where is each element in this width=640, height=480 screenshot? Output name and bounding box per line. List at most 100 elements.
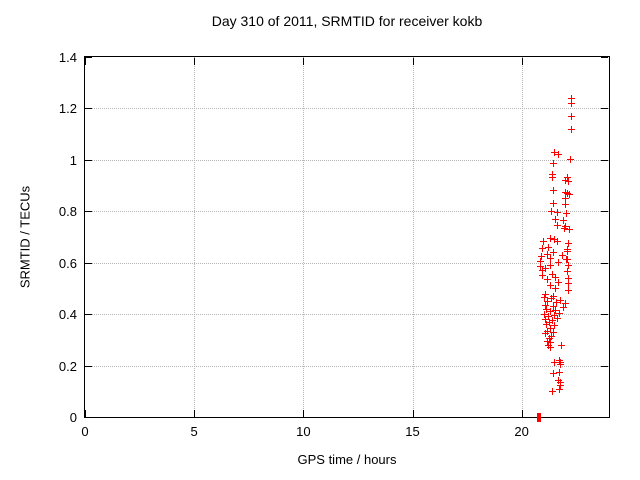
data-point-marker — [559, 304, 567, 312]
data-point-marker — [567, 112, 575, 120]
y-tick-mark — [85, 417, 92, 418]
x-tick-mark — [521, 58, 523, 65]
data-point-marker — [557, 381, 565, 389]
data-point-marker — [550, 322, 558, 330]
data-point-marker — [561, 194, 569, 202]
data-point-marker — [538, 244, 546, 252]
x-tick-label: 0 — [81, 424, 89, 439]
data-point-marker — [537, 258, 545, 266]
x-tick-mark — [521, 410, 523, 417]
data-point-marker — [549, 199, 557, 207]
y-tick-mark — [601, 314, 608, 316]
data-point-marker — [549, 174, 557, 182]
data-point-marker — [565, 240, 573, 248]
data-point-marker — [556, 309, 564, 317]
v-gridline — [194, 57, 196, 417]
data-point-marker — [565, 287, 573, 295]
data-point-marker — [561, 224, 569, 232]
data-point-marker — [549, 170, 557, 178]
h-gridline — [85, 365, 609, 367]
data-point-marker — [567, 156, 575, 164]
data-point-marker — [547, 343, 555, 351]
data-point-marker — [542, 301, 550, 309]
data-point-marker — [543, 276, 551, 284]
y-tick-label: 0.4 — [58, 307, 77, 323]
data-point-marker — [564, 248, 572, 256]
data-point-marker — [555, 385, 563, 393]
data-point-marker — [564, 262, 572, 270]
data-point-marker — [538, 267, 546, 275]
h-gridline — [85, 108, 609, 110]
data-point-marker — [567, 125, 575, 133]
data-point-marker — [561, 300, 569, 308]
data-point-marker — [541, 294, 549, 302]
data-point-marker — [557, 296, 565, 304]
data-point-marker — [540, 237, 548, 245]
data-point-marker — [558, 252, 566, 259]
y-tick-label: 1.4 — [58, 50, 77, 65]
data-point-marker — [564, 268, 572, 276]
y-tick-mark — [601, 57, 608, 58]
data-point-marker — [553, 238, 561, 246]
v-gridline — [412, 57, 414, 417]
data-point-marker — [553, 298, 561, 306]
data-point-marker — [550, 303, 558, 311]
data-point-marker — [564, 274, 572, 282]
data-point-marker — [552, 307, 560, 315]
data-point-marker — [562, 210, 570, 218]
data-point-marker — [544, 297, 552, 305]
data-point-marker — [568, 94, 576, 102]
h-gridline — [85, 159, 609, 161]
data-point-marker — [545, 243, 553, 251]
y-tick-label: 0.2 — [58, 358, 77, 374]
x-tick-mark — [85, 58, 86, 65]
y-tick-mark — [85, 159, 92, 161]
h-gridline — [85, 211, 609, 213]
data-point-marker — [546, 234, 554, 242]
data-point-marker — [550, 248, 558, 256]
x-tick-label: 20 — [514, 424, 529, 439]
data-point-marker — [555, 278, 563, 286]
data-point-marker — [539, 272, 547, 280]
data-point-marker — [562, 256, 570, 264]
data-point-marker — [547, 295, 555, 303]
y-tick-mark — [85, 262, 92, 264]
data-point-marker — [549, 187, 557, 195]
y-tick-label: 1.2 — [58, 101, 77, 117]
data-point-marker — [552, 215, 560, 223]
data-point-marker — [543, 321, 551, 329]
x-tick-label: 10 — [296, 424, 311, 439]
data-point-marker — [560, 217, 568, 225]
y-tick-label: 0.8 — [58, 204, 77, 220]
data-point-marker — [564, 280, 572, 288]
data-point-marker — [568, 99, 576, 107]
data-point-marker — [551, 358, 559, 366]
data-point-marker — [550, 328, 558, 336]
x-tick-label: 15 — [405, 424, 420, 439]
plot-area — [84, 56, 610, 418]
data-point-marker — [543, 250, 551, 258]
x-tick-mark — [194, 410, 196, 417]
x-tick-mark — [412, 58, 414, 65]
data-point-marker — [555, 258, 563, 266]
data-point-marker — [550, 370, 558, 378]
y-tick-mark — [601, 417, 608, 418]
x-tick-label: 5 — [190, 424, 198, 439]
y-tick-mark — [85, 57, 92, 58]
zero-line-marker — [537, 413, 542, 422]
y-tick-mark — [601, 159, 608, 161]
x-tick-mark — [194, 58, 196, 65]
h-gridline — [85, 262, 609, 264]
y-tick-mark — [85, 365, 92, 367]
data-point-marker — [546, 308, 554, 316]
data-point-marker — [541, 290, 549, 298]
x-tick-mark — [303, 410, 305, 417]
y-tick-label: 1 — [69, 152, 77, 168]
v-gridline — [303, 57, 305, 417]
y-tick-mark — [85, 211, 92, 213]
chart-title: Day 310 of 2011, SRMTID for receiver kok… — [211, 13, 483, 29]
data-point-marker — [552, 273, 559, 281]
data-point-marker — [557, 361, 565, 369]
y-tick-mark — [601, 211, 608, 213]
